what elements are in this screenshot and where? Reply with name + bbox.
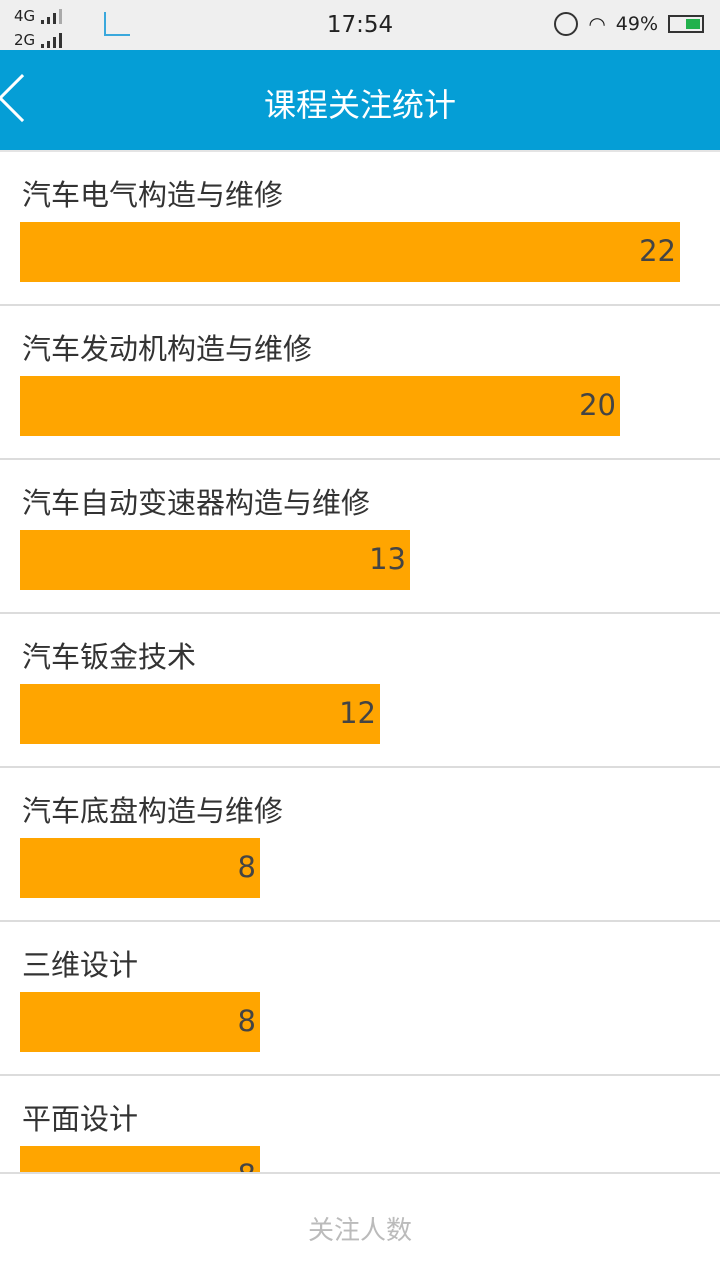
course-row: 三维设计 8 <box>0 922 720 1076</box>
bar: 22 <box>20 222 680 282</box>
alarm-icon <box>554 12 579 36</box>
bar-value-label: 8 <box>238 1158 256 1172</box>
course-name: 汽车钣金技术 <box>22 640 197 674</box>
course-row: 汽车底盘构造与维修 8 <box>0 768 720 922</box>
network-2g: 2G <box>14 33 65 48</box>
course-name: 汽车自动变速器构造与维修 <box>22 486 371 520</box>
course-name: 平面设计 <box>22 1102 139 1136</box>
course-row: 汽车发动机构造与维修 20 <box>0 306 720 460</box>
bar-value-label: 13 <box>369 542 406 576</box>
battery-percent: 49% <box>615 13 658 35</box>
course-name: 汽车电气构造与维修 <box>22 178 284 212</box>
course-name: 汽车底盘构造与维修 <box>22 794 284 828</box>
course-row: 平面设计 8 <box>0 1076 720 1172</box>
network-label: 4G <box>14 7 36 25</box>
legend-label: 关注人数 <box>307 1216 412 1246</box>
bar: 20 <box>20 376 620 436</box>
app-header: 课程关注统计 <box>0 50 720 150</box>
signal-icon <box>41 9 65 24</box>
status-bar: 4G 2G 17:54 ◠ 49% <box>0 0 720 50</box>
course-row: 汽车电气构造与维修 22 <box>0 152 720 306</box>
network-4g: 4G <box>14 9 65 24</box>
wifi-icon: ◠ <box>588 12 606 36</box>
course-row: 汽车自动变速器构造与维修 13 <box>0 460 720 614</box>
battery-icon <box>668 15 704 33</box>
footer-legend: 关注人数 <box>0 1172 720 1280</box>
screenshot-icon <box>104 12 130 36</box>
course-stats-list[interactable]: 汽车电气构造与维修 22 汽车发动机构造与维修 20 汽车自动变速器构造与维修 13 汽车钣… <box>0 150 720 1172</box>
bar: 8 <box>20 1146 260 1172</box>
course-row: 汽车钣金技术 12 <box>0 614 720 768</box>
bar-value-label: 12 <box>339 696 376 730</box>
network-label: 2G <box>14 31 36 49</box>
bar-value-label: 22 <box>639 234 676 268</box>
bar: 8 <box>20 838 260 898</box>
bar-value-label: 8 <box>237 1004 256 1038</box>
clock: 17:54 <box>326 12 394 38</box>
course-name: 汽车发动机构造与维修 <box>22 332 313 366</box>
bar: 12 <box>20 684 380 744</box>
bar-value-label: 8 <box>237 850 256 884</box>
signal-icon <box>41 33 65 48</box>
page-title: 课程关注统计 <box>263 86 456 124</box>
bar-value-label: 20 <box>579 388 616 422</box>
bar: 8 <box>20 992 260 1052</box>
bar: 13 <box>20 530 410 590</box>
course-name: 三维设计 <box>22 948 139 982</box>
